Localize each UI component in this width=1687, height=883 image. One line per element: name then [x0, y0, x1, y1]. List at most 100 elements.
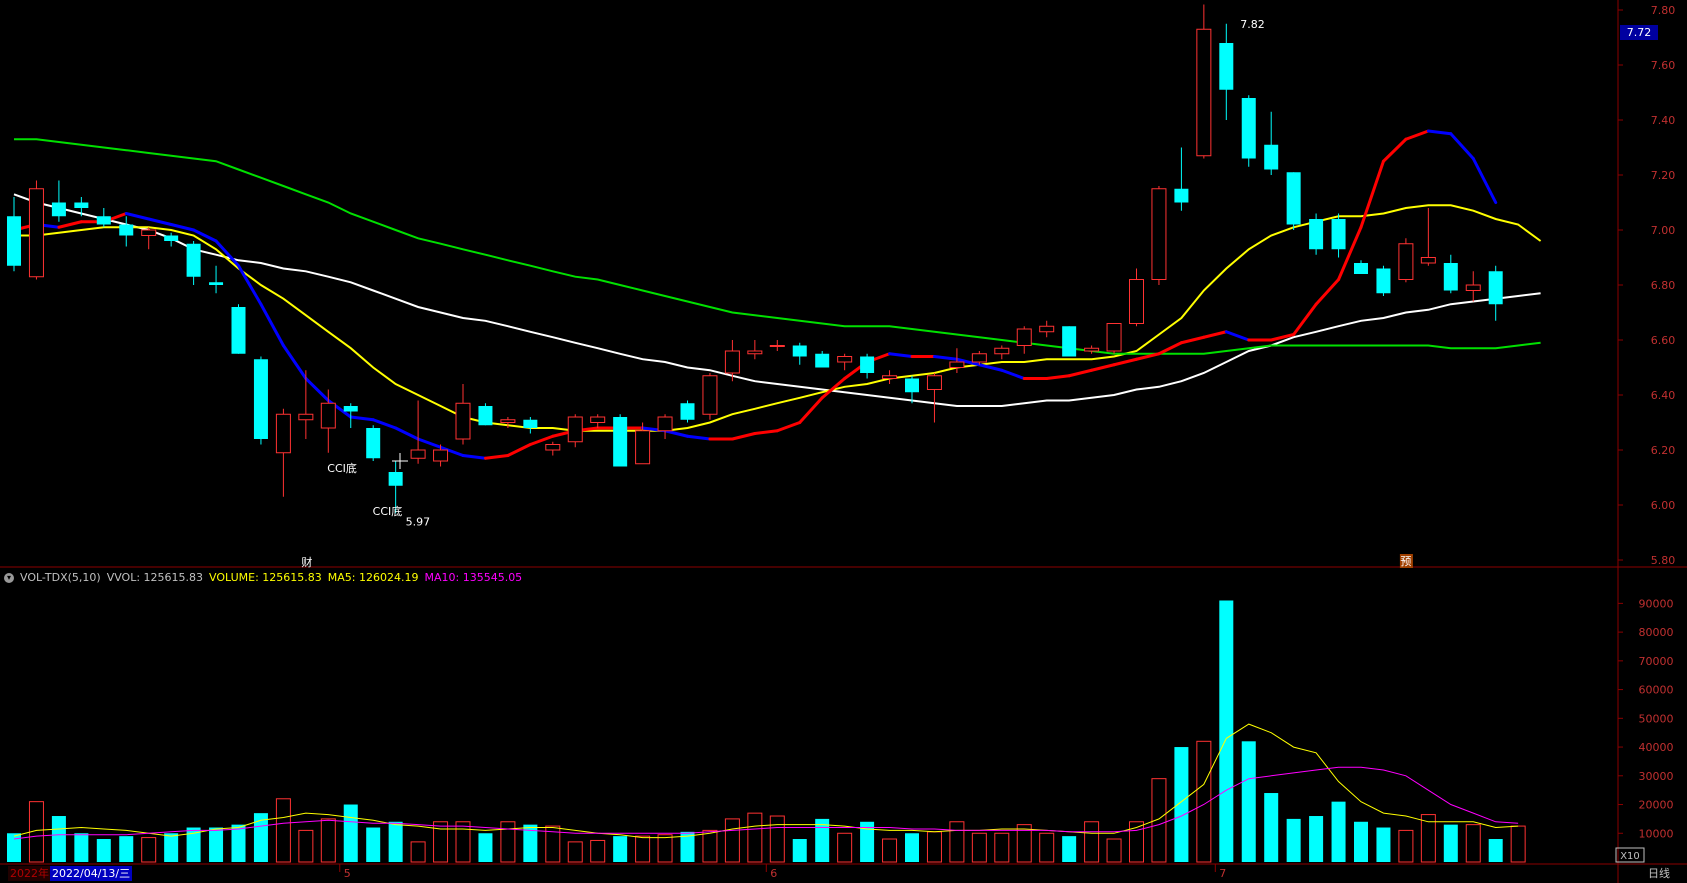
candle-body-down	[680, 403, 695, 420]
volume-bar-up	[1196, 740, 1212, 863]
candle-body-down	[792, 345, 807, 357]
ma5-segment	[1449, 132, 1475, 160]
candle-body-down	[1488, 271, 1503, 305]
price-tick-label: 7.20	[1651, 169, 1676, 182]
volume-multiplier: X10	[1620, 851, 1640, 862]
ma5-segment	[461, 454, 487, 460]
ma5-segment	[394, 426, 420, 441]
volume-ma10-line	[13, 766, 1519, 840]
volume-bar-down	[1062, 836, 1077, 862]
ma5-segment	[57, 220, 83, 229]
candle-body-down	[860, 356, 875, 373]
volume-bar-up	[657, 834, 673, 863]
volume-bar-up	[1510, 825, 1526, 863]
indicator-ma10: MA10: 135545.05	[424, 571, 523, 584]
volume-bar-up	[275, 798, 291, 863]
current-price-box	[1620, 25, 1658, 40]
volume-bar-down	[1309, 816, 1324, 862]
candle-body-up	[545, 444, 561, 451]
ma5-segment	[955, 357, 981, 367]
volume-bar-up	[747, 812, 763, 863]
indicator-vvol: VVOL: 125615.83	[106, 571, 204, 584]
candle-body-down	[1354, 263, 1368, 274]
price-tick-label: 7.60	[1651, 59, 1676, 72]
candle-body-up	[747, 350, 763, 355]
ma5-segment	[820, 377, 847, 400]
candle-body-down	[523, 419, 538, 428]
ma5-segment	[214, 239, 240, 268]
ma5-segment	[1157, 341, 1183, 356]
price-tick-label: 7.80	[1651, 4, 1676, 17]
volume-bar-up	[1465, 824, 1481, 863]
candle-body-down	[366, 428, 381, 459]
ma5-segment	[1314, 278, 1341, 306]
volume-bar-up	[567, 841, 583, 863]
volume-bar-down	[680, 831, 695, 862]
volume-bar-up	[1106, 838, 1122, 863]
candle-body-up	[28, 188, 44, 278]
ma5-segment	[506, 443, 532, 457]
ma5-segment	[1112, 357, 1138, 367]
crosshair-date-label: 2022/04/13/三	[50, 866, 133, 881]
volume-bar-down	[860, 821, 875, 862]
period-label[interactable]: 日线	[1648, 867, 1670, 880]
volume-bar-up	[410, 841, 426, 863]
ma5-segment	[1135, 352, 1161, 361]
volume-tick-label: 40000	[1639, 741, 1674, 754]
volume-tick-label: 20000	[1639, 799, 1674, 812]
volume-bar-up	[994, 832, 1010, 863]
candle-body-up	[433, 449, 449, 462]
event-marker-forecast: 预	[1400, 555, 1411, 568]
candle-body-down	[7, 216, 21, 266]
volume-bar-up	[298, 829, 314, 863]
candle-body-up	[1196, 28, 1212, 157]
volume-tick-label: 10000	[1639, 827, 1674, 840]
candle-body-up	[1151, 188, 1167, 280]
volume-bar-up	[455, 821, 471, 863]
volume-bar-up	[1016, 824, 1032, 863]
volume-bar-down	[388, 821, 403, 862]
indicator-ma5: MA5: 126024.19	[327, 571, 419, 584]
indicator-name[interactable]: VOL-TDX(5,10)	[20, 571, 101, 584]
candle-body-down	[209, 282, 224, 285]
volume-bar-down	[792, 839, 807, 862]
dropdown-icon[interactable]: ▾	[4, 573, 14, 583]
volume-bar-down	[613, 836, 628, 862]
candle-body-up	[1129, 279, 1144, 324]
volume-bar-up	[882, 838, 898, 863]
volume-bar-down	[1241, 741, 1256, 862]
candle-body-up	[1420, 257, 1436, 264]
current-price-label: 7.72	[1627, 26, 1652, 39]
cci-bottom-label: CCI底	[373, 504, 403, 518]
candle-body-up	[567, 416, 583, 443]
volume-tick-label: 80000	[1639, 626, 1674, 639]
volume-bar-up	[635, 835, 651, 863]
price-tick-label: 7.40	[1651, 114, 1676, 127]
ma5-segment	[1067, 368, 1094, 378]
price-tick-label: 6.80	[1651, 279, 1676, 292]
ma5-segment	[775, 421, 802, 433]
volume-bar-up	[545, 825, 561, 863]
volume-bar-up	[141, 837, 157, 863]
volume-bar-up	[1129, 821, 1144, 863]
volume-bar-down	[51, 816, 66, 862]
volume-bar-up	[949, 821, 965, 863]
volume-bar-down	[1264, 793, 1279, 862]
year-label: 2022年	[8, 866, 51, 881]
ma5-segment	[1359, 159, 1385, 229]
candle-body-down	[74, 202, 89, 208]
candle-body-up	[635, 430, 651, 465]
volume-bar-down	[186, 827, 201, 862]
candle-body-down	[1219, 43, 1234, 90]
candle-body-up	[702, 375, 718, 415]
indicator-volume: VOLUME: 125615.83	[209, 571, 322, 584]
ma5-segment	[1471, 157, 1498, 204]
volume-bar-down	[366, 827, 381, 862]
ma5-segment	[1202, 330, 1228, 339]
ma-line-yellow	[14, 204, 1542, 432]
ma5-segment	[1337, 225, 1363, 281]
candle-body-down	[478, 406, 493, 426]
candle-body-up	[1106, 323, 1122, 352]
candle-body-up	[949, 361, 965, 368]
